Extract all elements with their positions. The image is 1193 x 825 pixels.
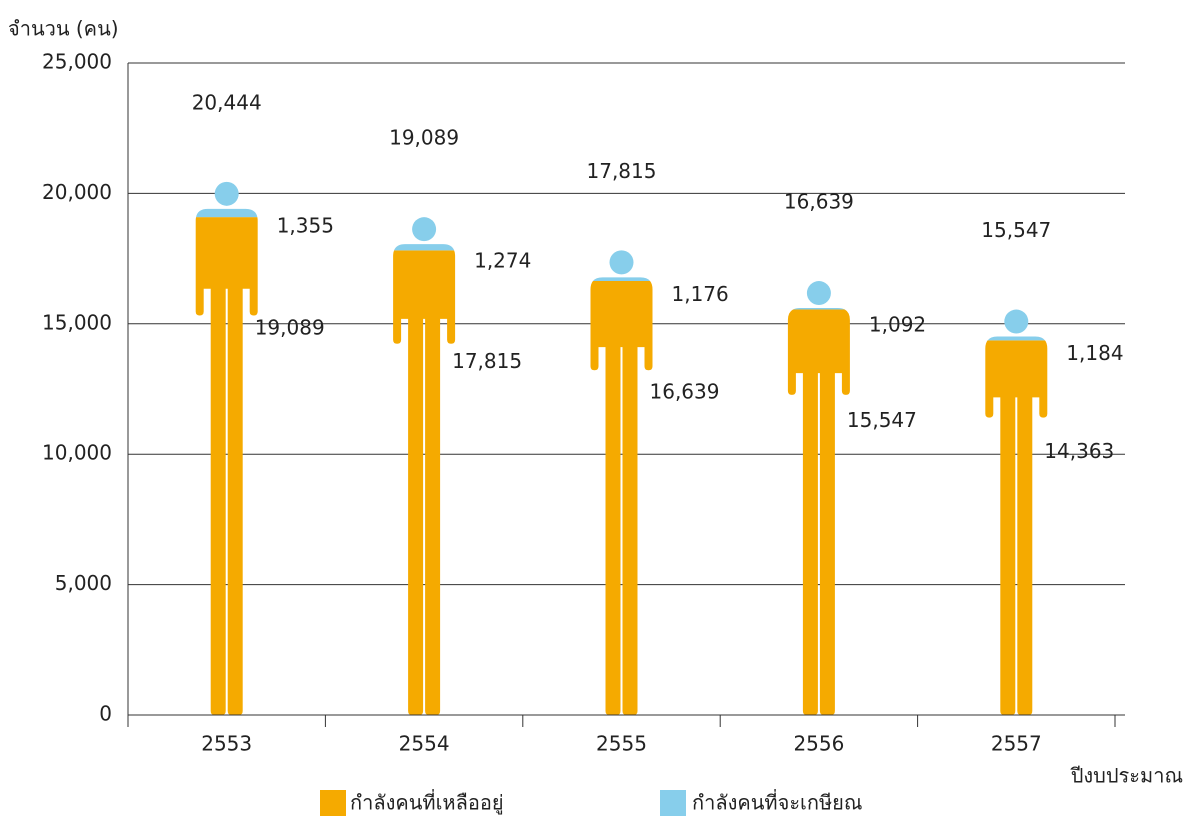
- legend-swatch: [660, 790, 686, 816]
- remain-label: 15,547: [847, 408, 917, 432]
- x-tick-label: 2554: [399, 732, 450, 756]
- y-tick-label: 20,000: [42, 180, 112, 204]
- remain-label: 14,363: [1044, 439, 1114, 463]
- total-label: 15,547: [981, 218, 1051, 242]
- person-segment: [787, 309, 850, 715]
- person-body: [985, 340, 1048, 715]
- total-label: 17,815: [587, 159, 657, 183]
- person-segment: [987, 309, 1045, 341]
- person-head: [1004, 309, 1029, 334]
- person-head: [214, 181, 239, 206]
- person-segment: [793, 281, 845, 310]
- x-tick-label: 2553: [201, 732, 252, 756]
- retire-label: 1,274: [474, 249, 531, 273]
- person-body: [793, 308, 845, 310]
- person-body: [195, 217, 258, 715]
- remain-label: 16,639: [650, 380, 720, 404]
- retire-label: 1,176: [672, 282, 729, 306]
- person-body: [787, 309, 850, 715]
- y-tick-label: 10,000: [42, 441, 112, 465]
- retire-label: 1,092: [869, 313, 926, 337]
- person-body: [393, 250, 456, 715]
- remain-label: 19,089: [255, 316, 325, 340]
- y-axis-label: จำนวน (คน): [8, 17, 119, 41]
- person-segment: [393, 250, 456, 715]
- legend-label: กำลังคนที่เหลืออยู่: [350, 789, 504, 816]
- person-segment: [195, 217, 258, 715]
- person-head: [412, 217, 437, 242]
- person-body: [590, 281, 653, 715]
- person-segment: [394, 217, 455, 251]
- legend-swatch: [320, 790, 346, 816]
- total-label: 20,444: [192, 90, 262, 114]
- person-head: [609, 250, 634, 275]
- person-segment: [592, 250, 651, 282]
- total-label: 19,089: [389, 126, 459, 150]
- person-body: [394, 244, 455, 251]
- x-tick-label: 2556: [793, 732, 844, 756]
- y-tick-label: 25,000: [42, 50, 112, 74]
- retire-label: 1,184: [1066, 341, 1123, 365]
- person-body: [196, 208, 258, 218]
- x-axis-label: ปีงบประมาณ: [1070, 764, 1183, 788]
- person-body: [592, 277, 651, 282]
- x-tick-label: 2557: [991, 732, 1042, 756]
- legend-label: กำลังคนที่จะเกษียณ: [692, 789, 862, 815]
- person-head: [806, 281, 831, 306]
- y-tick-label: 5,000: [55, 571, 112, 595]
- person-segment: [590, 281, 653, 715]
- person-segment: [196, 181, 258, 218]
- x-tick-label: 2555: [596, 732, 647, 756]
- person-segment: [985, 340, 1048, 715]
- total-label: 16,639: [784, 190, 854, 214]
- y-tick-label: 15,000: [42, 310, 112, 334]
- retire-label: 1,355: [277, 213, 334, 237]
- person-body: [987, 336, 1045, 341]
- y-tick-label: 0: [99, 702, 112, 726]
- remain-label: 17,815: [452, 349, 522, 373]
